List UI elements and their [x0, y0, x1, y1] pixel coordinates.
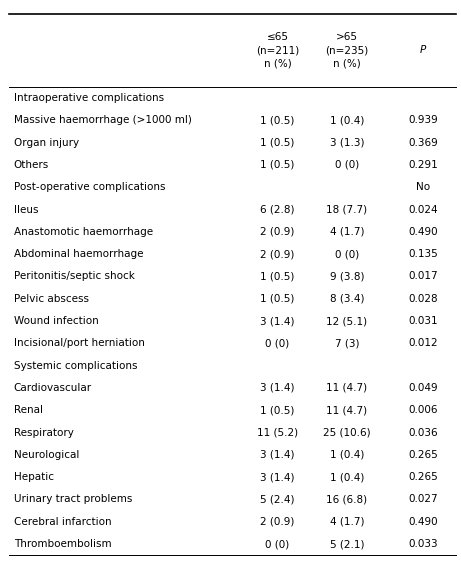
Text: 11 (4.7): 11 (4.7) — [326, 383, 367, 393]
Text: 0.017: 0.017 — [408, 271, 437, 282]
Text: 25 (10.6): 25 (10.6) — [323, 428, 371, 437]
Text: 3 (1.4): 3 (1.4) — [260, 316, 295, 326]
Text: 3 (1.4): 3 (1.4) — [260, 383, 295, 393]
Text: 4 (1.7): 4 (1.7) — [330, 517, 364, 527]
Text: 0.369: 0.369 — [408, 138, 438, 148]
Text: 1 (0.5): 1 (0.5) — [260, 160, 295, 170]
Text: Massive haemorrhage (>1000 ml): Massive haemorrhage (>1000 ml) — [14, 115, 192, 125]
Text: 2 (0.9): 2 (0.9) — [260, 517, 295, 527]
Text: 5 (2.1): 5 (2.1) — [330, 539, 364, 549]
Text: 0.028: 0.028 — [408, 293, 437, 304]
Text: 1 (0.4): 1 (0.4) — [330, 450, 364, 460]
Text: No: No — [416, 182, 430, 192]
Text: Thromboembolism: Thromboembolism — [14, 539, 111, 549]
Text: 5 (2.4): 5 (2.4) — [260, 494, 295, 504]
Text: 0.027: 0.027 — [408, 494, 437, 504]
Text: 3 (1.3): 3 (1.3) — [330, 138, 364, 148]
Text: 1 (0.5): 1 (0.5) — [260, 293, 295, 304]
Text: Wound infection: Wound infection — [14, 316, 99, 326]
Text: 0.265: 0.265 — [408, 450, 438, 460]
Text: 0.036: 0.036 — [408, 428, 437, 437]
Text: 0.490: 0.490 — [408, 227, 437, 237]
Text: 0 (0): 0 (0) — [266, 339, 290, 348]
Text: >65
(n=235)
n (%): >65 (n=235) n (%) — [325, 33, 368, 69]
Text: 12 (5.1): 12 (5.1) — [326, 316, 367, 326]
Text: 3 (1.4): 3 (1.4) — [260, 450, 295, 460]
Text: Organ injury: Organ injury — [14, 138, 79, 148]
Text: 0.265: 0.265 — [408, 472, 438, 482]
Text: 6 (2.8): 6 (2.8) — [260, 204, 295, 215]
Text: 11 (5.2): 11 (5.2) — [257, 428, 298, 437]
Text: 0 (0): 0 (0) — [335, 249, 359, 259]
Text: 0.049: 0.049 — [408, 383, 437, 393]
Text: Cerebral infarction: Cerebral infarction — [14, 517, 111, 527]
Text: Cardiovascular: Cardiovascular — [14, 383, 92, 393]
Text: 8 (3.4): 8 (3.4) — [330, 293, 364, 304]
Text: 16 (6.8): 16 (6.8) — [326, 494, 367, 504]
Text: 0.939: 0.939 — [408, 115, 438, 125]
Text: Abdominal haemorrhage: Abdominal haemorrhage — [14, 249, 143, 259]
Text: 1 (0.4): 1 (0.4) — [330, 115, 364, 125]
Text: 0.012: 0.012 — [408, 339, 437, 348]
Text: 2 (0.9): 2 (0.9) — [260, 227, 295, 237]
Text: Urinary tract problems: Urinary tract problems — [14, 494, 132, 504]
Text: Post-operative complications: Post-operative complications — [14, 182, 165, 192]
Text: 1 (0.5): 1 (0.5) — [260, 115, 295, 125]
Text: 0.291: 0.291 — [408, 160, 438, 170]
Text: Pelvic abscess: Pelvic abscess — [14, 293, 89, 304]
Text: 0 (0): 0 (0) — [266, 539, 290, 549]
Text: 0.006: 0.006 — [408, 405, 437, 415]
Text: 18 (7.7): 18 (7.7) — [326, 204, 367, 215]
Text: Ileus: Ileus — [14, 204, 38, 215]
Text: 1 (0.4): 1 (0.4) — [330, 472, 364, 482]
Text: Peritonitis/septic shock: Peritonitis/septic shock — [14, 271, 135, 282]
Text: 0 (0): 0 (0) — [335, 160, 359, 170]
Text: 3 (1.4): 3 (1.4) — [260, 472, 295, 482]
Text: 9 (3.8): 9 (3.8) — [330, 271, 364, 282]
Text: 0.135: 0.135 — [408, 249, 438, 259]
Text: 0.024: 0.024 — [408, 204, 437, 215]
Text: P: P — [420, 46, 426, 55]
Text: Systemic complications: Systemic complications — [14, 361, 137, 371]
Text: Renal: Renal — [14, 405, 43, 415]
Text: 11 (4.7): 11 (4.7) — [326, 405, 367, 415]
Text: 1 (0.5): 1 (0.5) — [260, 405, 295, 415]
Text: Intraoperative complications: Intraoperative complications — [14, 93, 164, 103]
Text: 0.033: 0.033 — [408, 539, 437, 549]
Text: 1 (0.5): 1 (0.5) — [260, 271, 295, 282]
Text: 1 (0.5): 1 (0.5) — [260, 138, 295, 148]
Text: 0.490: 0.490 — [408, 517, 437, 527]
Text: Others: Others — [14, 160, 49, 170]
Text: 7 (3): 7 (3) — [335, 339, 359, 348]
Text: Hepatic: Hepatic — [14, 472, 53, 482]
Text: Incisional/port herniation: Incisional/port herniation — [14, 339, 145, 348]
Text: 2 (0.9): 2 (0.9) — [260, 249, 295, 259]
Text: ≤65
(n=211)
n (%): ≤65 (n=211) n (%) — [256, 33, 299, 69]
Text: 4 (1.7): 4 (1.7) — [330, 227, 364, 237]
Text: Neurological: Neurological — [14, 450, 79, 460]
Text: Respiratory: Respiratory — [14, 428, 74, 437]
Text: Anastomotic haemorrhage: Anastomotic haemorrhage — [14, 227, 153, 237]
Text: 0.031: 0.031 — [408, 316, 437, 326]
